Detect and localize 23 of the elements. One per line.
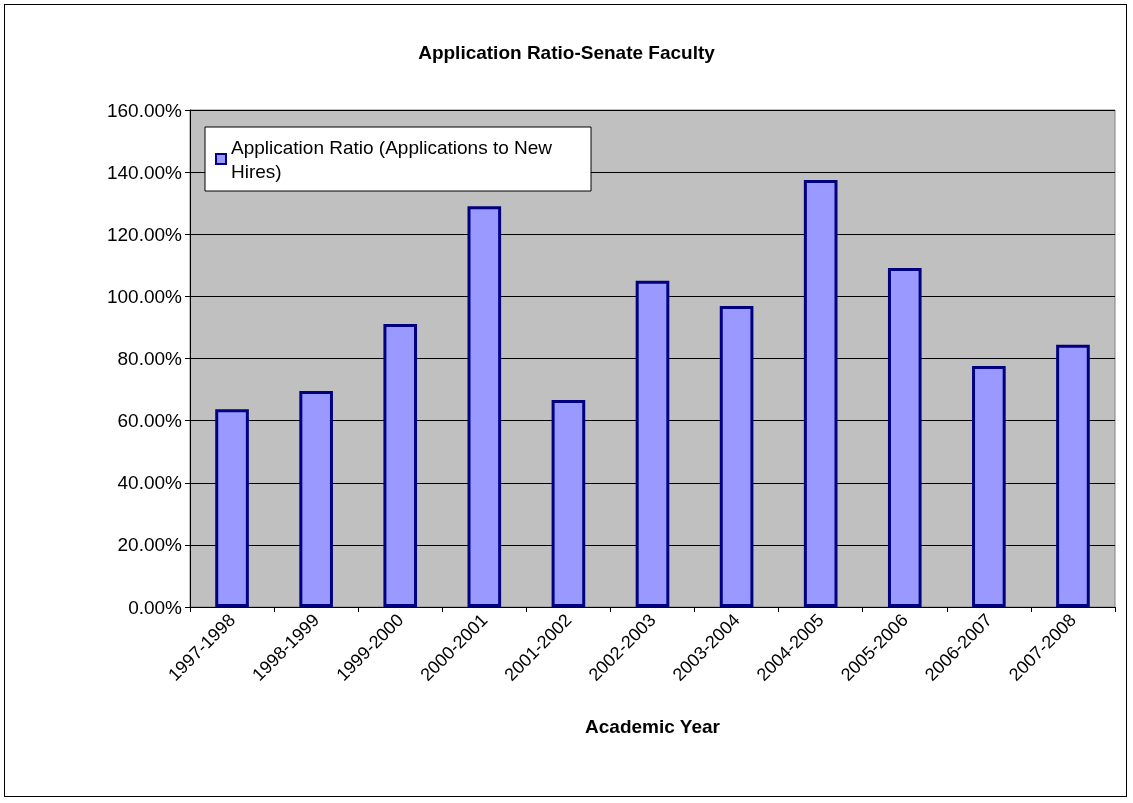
bar <box>803 179 838 607</box>
bar <box>299 391 333 607</box>
chart-title: Application Ratio-Senate Faculty <box>418 42 716 63</box>
y-tick-label: 120.00% <box>106 223 183 245</box>
y-tick-label: 160.00% <box>106 99 183 121</box>
bar <box>719 306 754 607</box>
y-tick-label: 140.00% <box>106 161 183 183</box>
y-tick-label: 0.00% <box>128 596 183 618</box>
bar <box>635 280 670 607</box>
bar <box>887 268 922 607</box>
legend-label: Application Ratio (Applications to New Hires) <box>231 136 558 182</box>
bar <box>467 206 502 607</box>
bar <box>383 324 418 607</box>
bar <box>551 400 586 607</box>
bar <box>1056 344 1090 607</box>
x-axis-title: Academic Year <box>585 716 721 737</box>
y-tick-label: 100.00% <box>106 285 183 307</box>
y-tick-label: 80.00% <box>117 348 183 369</box>
bar <box>215 409 249 607</box>
y-tick-label: 60.00% <box>117 410 183 432</box>
y-tick-label: 40.00% <box>117 472 183 494</box>
bar <box>972 365 1006 607</box>
y-tick-label: 20.00% <box>117 534 183 556</box>
